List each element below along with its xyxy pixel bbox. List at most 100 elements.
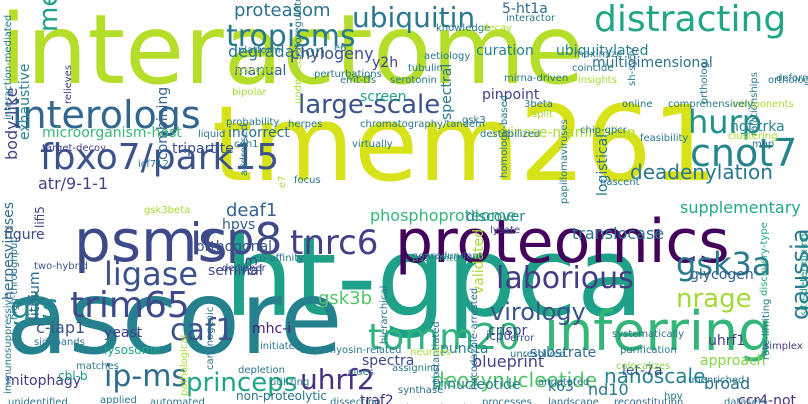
cloud-word: hpvs xyxy=(222,217,256,233)
cloud-word: trinucleotide xyxy=(432,377,521,393)
cloud-word: puncta xyxy=(440,341,489,357)
cloud-word: error xyxy=(510,333,535,344)
cloud-word: decay xyxy=(482,23,513,34)
cloud-word: two-hybrid xyxy=(34,261,88,272)
cloud-word: sidebands xyxy=(34,337,85,348)
cloud-word: uhrf2 xyxy=(300,363,375,396)
cloud-word: nrage xyxy=(676,284,752,314)
cloud-word: 3beta xyxy=(524,99,553,110)
cloud-word: clues xyxy=(348,367,374,378)
cloud-word: liquid xyxy=(198,129,226,140)
cloud-word: tmem261 xyxy=(212,83,718,205)
cloud-word: serotonin xyxy=(390,75,437,86)
cloud-word: discover xyxy=(466,209,525,225)
cloud-word: virtually xyxy=(352,139,393,150)
cloud-word: automated xyxy=(150,397,205,404)
cloud-word: ht-gpca xyxy=(224,213,645,341)
cloud-word: maximize xyxy=(574,49,623,60)
cloud-word: icp0 xyxy=(486,329,512,343)
cloud-word: 5-ht1a xyxy=(502,1,548,17)
cloud-word: reconstitution xyxy=(614,397,684,404)
cloud-word: mhc-i xyxy=(252,321,292,337)
cloud-word: addressed xyxy=(239,124,250,176)
cloud-word: curation xyxy=(476,43,534,59)
cloud-word: princeps xyxy=(186,368,298,398)
cloud-word: systematically xyxy=(612,329,685,340)
cloud-word: gsk3b xyxy=(318,288,373,309)
cloud-word: applied xyxy=(100,395,137,404)
cloud-word: purification xyxy=(620,345,677,356)
cloud-word: aetiology xyxy=(424,51,471,62)
cloud-word: herpes xyxy=(288,119,323,130)
cloud-word: dissecting xyxy=(330,397,381,404)
cloud-word: high-throughput xyxy=(9,238,20,320)
cloud-word: interologs xyxy=(12,93,201,137)
cloud-word: assigning xyxy=(392,363,440,374)
cloud-word: focus xyxy=(294,175,321,186)
cloud-word: hurp xyxy=(688,103,763,141)
cloud-word: gsk3a xyxy=(676,245,772,283)
cloud-word: pinpoint xyxy=(482,87,540,103)
cloud-word: neurites xyxy=(410,347,452,358)
cloud-word: tropisms xyxy=(226,19,356,54)
cloud-word: fbxo7/park15 xyxy=(40,137,280,178)
cloud-word: split xyxy=(532,109,554,120)
cloud-word: traf2 xyxy=(360,393,394,404)
cloud-word: pathological xyxy=(179,334,190,396)
cloud-word: processes xyxy=(482,397,532,404)
cloud-word: ngf-trka xyxy=(730,119,785,135)
cloud-word: deaf1 xyxy=(226,200,278,221)
cloud-word: uhrf1 xyxy=(708,333,746,349)
cloud-word: inferring xyxy=(544,300,773,363)
cloud-word: lithium xyxy=(27,271,43,320)
cloud-word: destabilized xyxy=(480,129,541,140)
cloud-word: supplementary xyxy=(680,198,801,217)
cloud-word: annotated xyxy=(538,377,590,388)
cloud-word: landscape xyxy=(548,397,599,404)
cloud-word: nascent xyxy=(600,177,640,188)
cloud-word: decipher xyxy=(222,263,266,274)
cloud-word: unenriched xyxy=(688,375,745,386)
cloud-word: papillomaviruses xyxy=(559,119,570,204)
cloud-word: deoxynucleotide xyxy=(432,368,598,392)
cloud-word: e6 xyxy=(334,43,347,54)
cloud-word: ligase xyxy=(104,255,199,293)
cloud-word: phylogeny xyxy=(290,44,374,63)
cloud-word: target-decoy xyxy=(42,143,107,154)
cloud-word: underscore xyxy=(293,47,304,104)
cloud-word: interactome xyxy=(0,0,585,106)
cloud-word: nonredundant xyxy=(412,251,483,262)
cloud-word: y2h xyxy=(372,55,399,71)
cloud-word: figure xyxy=(4,227,45,243)
cloud-word: translocase xyxy=(572,224,665,243)
cloud-word: 3-kinase-mammalian xyxy=(488,125,636,141)
cloud-word: bipolar xyxy=(232,87,267,98)
cloud-word: tnrc6 xyxy=(290,223,379,263)
cloud-word: icp8 xyxy=(190,214,283,265)
cloud-word: deadenylation xyxy=(630,160,773,184)
cloud-word: chromatography/tandem xyxy=(360,119,485,130)
cloud-word: non-proteolytic xyxy=(236,389,328,403)
cloud-word: degradation xyxy=(228,42,326,61)
cloud-word: matches xyxy=(76,361,119,372)
cloud-word: ortholog xyxy=(699,62,710,104)
cloud-word: platform xyxy=(238,45,281,56)
cloud-word: ps3k-mtor xyxy=(412,253,464,264)
cloud-word: e7 xyxy=(277,175,288,188)
cloud-word: emt-tfs xyxy=(340,75,377,86)
cloud-word: ubiquitin xyxy=(352,1,476,34)
cloud-word: site-determining xyxy=(799,233,808,317)
cloud-word: lysosome xyxy=(104,343,161,357)
cloud-word: carcinogenic xyxy=(205,306,216,370)
cloud-word: broad xyxy=(704,374,751,393)
cloud-word: ubiquitylated xyxy=(556,43,649,59)
cloud-word: incorrect xyxy=(228,125,290,141)
cloud-word: unidentified xyxy=(8,397,68,404)
cloud-word: screen xyxy=(360,89,407,105)
cloud-word: ascore xyxy=(6,259,343,378)
cloud-word: cbl-b xyxy=(58,369,88,383)
cloud-word: initiated xyxy=(260,341,302,352)
cloud-word: microorganism-host xyxy=(42,125,182,141)
cloud-word: interaction-mediated xyxy=(3,14,14,120)
cloud-word: cdh1 xyxy=(234,139,259,150)
